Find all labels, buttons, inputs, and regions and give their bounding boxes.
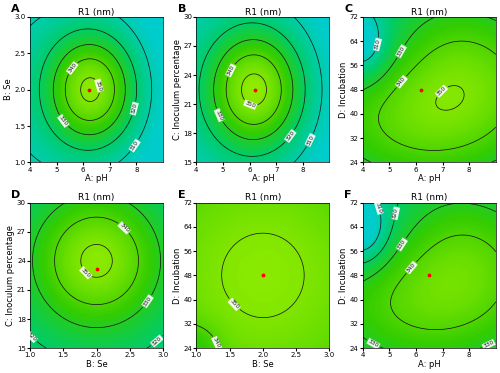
Text: 310: 310 bbox=[374, 38, 381, 51]
Text: 330: 330 bbox=[368, 339, 380, 349]
Text: F: F bbox=[344, 189, 352, 200]
Text: B: B bbox=[178, 4, 186, 14]
Text: 350: 350 bbox=[228, 299, 240, 310]
Text: 320: 320 bbox=[26, 331, 37, 342]
Text: 340: 340 bbox=[118, 222, 130, 233]
Text: 310: 310 bbox=[375, 202, 383, 214]
Text: 340: 340 bbox=[212, 337, 222, 349]
Text: 310: 310 bbox=[130, 140, 140, 152]
Text: 330: 330 bbox=[482, 340, 495, 349]
Title: R1 (nm): R1 (nm) bbox=[411, 8, 448, 17]
Y-axis label: D: Incubation: D: Incubation bbox=[173, 247, 182, 304]
Title: R1 (nm): R1 (nm) bbox=[244, 8, 281, 17]
Text: 340: 340 bbox=[396, 76, 407, 88]
Text: 330: 330 bbox=[396, 238, 407, 251]
Text: 350: 350 bbox=[95, 79, 103, 92]
Y-axis label: D: Incubation: D: Incubation bbox=[340, 247, 348, 304]
Text: 320: 320 bbox=[285, 130, 296, 142]
X-axis label: B: Se: B: Se bbox=[86, 360, 108, 369]
Text: 340: 340 bbox=[67, 62, 78, 74]
Text: 310: 310 bbox=[306, 134, 315, 146]
X-axis label: A: pH: A: pH bbox=[252, 174, 274, 183]
X-axis label: A: pH: A: pH bbox=[418, 360, 440, 369]
Title: R1 (nm): R1 (nm) bbox=[411, 194, 448, 203]
Text: 330: 330 bbox=[58, 115, 68, 127]
Text: 330: 330 bbox=[142, 295, 153, 307]
Y-axis label: D: Incubation: D: Incubation bbox=[340, 62, 348, 118]
Text: 320: 320 bbox=[151, 335, 162, 347]
Title: R1 (nm): R1 (nm) bbox=[244, 194, 281, 203]
Title: R1 (nm): R1 (nm) bbox=[78, 194, 114, 203]
Y-axis label: C: Inoculum percentage: C: Inoculum percentage bbox=[173, 39, 182, 140]
Y-axis label: C: Inoculum percentage: C: Inoculum percentage bbox=[6, 225, 16, 326]
Text: 340: 340 bbox=[226, 64, 235, 76]
Text: 320: 320 bbox=[392, 207, 399, 219]
Text: C: C bbox=[344, 4, 352, 14]
Text: 340: 340 bbox=[406, 262, 417, 273]
Text: 330: 330 bbox=[214, 109, 224, 121]
Text: E: E bbox=[178, 189, 186, 200]
Text: D: D bbox=[12, 189, 20, 200]
Text: 350: 350 bbox=[436, 85, 448, 97]
Text: 350: 350 bbox=[244, 100, 256, 109]
X-axis label: A: pH: A: pH bbox=[85, 174, 108, 183]
Text: 350: 350 bbox=[80, 267, 92, 279]
Text: 330: 330 bbox=[396, 45, 406, 57]
Text: A: A bbox=[12, 4, 20, 14]
Title: R1 (nm): R1 (nm) bbox=[78, 8, 114, 17]
Text: 320: 320 bbox=[130, 103, 138, 115]
X-axis label: B: Se: B: Se bbox=[252, 360, 274, 369]
X-axis label: A: pH: A: pH bbox=[418, 174, 440, 183]
Y-axis label: B: Se: B: Se bbox=[4, 79, 13, 100]
